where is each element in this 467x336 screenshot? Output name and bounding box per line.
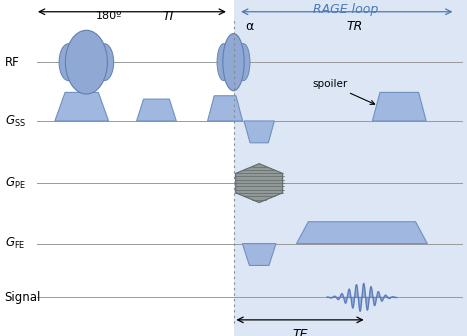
Polygon shape <box>244 121 275 143</box>
Text: spoiler: spoiler <box>313 79 375 104</box>
Ellipse shape <box>217 44 231 81</box>
Text: RAGE loop: RAGE loop <box>313 3 378 16</box>
Polygon shape <box>242 244 276 265</box>
Text: Signal: Signal <box>5 291 41 304</box>
Text: RF: RF <box>5 56 20 69</box>
Text: TI: TI <box>163 10 174 23</box>
Text: $G_{\mathrm{SS}}$: $G_{\mathrm{SS}}$ <box>5 114 26 128</box>
Ellipse shape <box>236 44 250 81</box>
Ellipse shape <box>223 34 244 91</box>
Ellipse shape <box>65 30 107 94</box>
Text: $G_{\mathrm{PE}}$: $G_{\mathrm{PE}}$ <box>5 176 25 191</box>
Polygon shape <box>373 92 426 121</box>
Bar <box>0 0 234 336</box>
Text: TR: TR <box>347 20 363 33</box>
Polygon shape <box>208 96 243 121</box>
Bar <box>234 0 467 336</box>
Polygon shape <box>297 222 427 244</box>
Text: α: α <box>245 20 254 33</box>
Text: 180º: 180º <box>96 11 122 21</box>
Polygon shape <box>236 164 283 203</box>
Polygon shape <box>137 99 177 121</box>
Polygon shape <box>55 92 108 121</box>
Ellipse shape <box>95 44 114 81</box>
Text: TE: TE <box>292 328 308 336</box>
Text: $G_{\mathrm{FE}}$: $G_{\mathrm{FE}}$ <box>5 236 25 251</box>
Ellipse shape <box>59 44 78 81</box>
